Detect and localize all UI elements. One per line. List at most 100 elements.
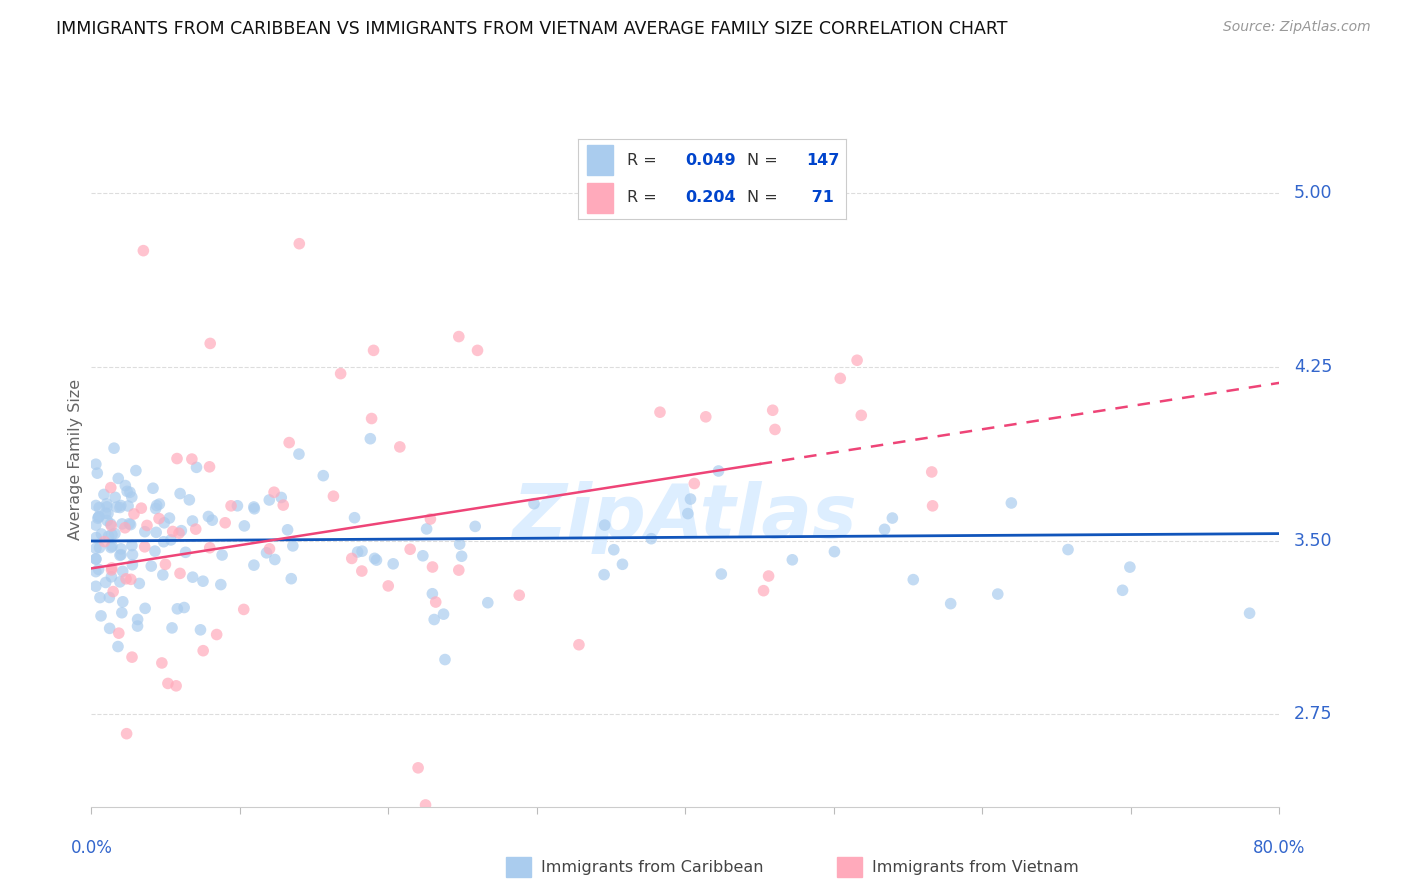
Point [155,558,177,572]
Point [226,499,249,513]
Point [648,405,671,419]
Text: Immigrants from Caribbean: Immigrants from Caribbean [541,860,763,874]
Point [148,511,170,525]
Text: 147: 147 [806,153,839,168]
Text: 5.00: 5.00 [1294,184,1333,202]
Point [100,541,122,555]
Point [142,481,165,495]
Point [89,541,111,555]
Point [1057,542,1080,557]
Point [143,544,166,558]
Point [120,572,142,586]
Point [127,619,149,633]
Text: N =: N = [747,153,783,168]
Point [523,497,546,511]
Point [422,560,444,574]
Point [425,595,447,609]
Point [277,523,299,537]
Point [263,552,285,566]
Text: 4.25: 4.25 [1294,358,1331,376]
Point [141,559,163,574]
Point [205,627,228,641]
Point [758,569,780,583]
Point [115,484,138,499]
Point [762,403,785,417]
Point [707,464,730,478]
Point [200,336,222,351]
Point [449,537,471,551]
Point [114,478,136,492]
Point [921,465,943,479]
Point [103,441,125,455]
Point [467,343,489,358]
Point [115,727,138,741]
Point [122,507,145,521]
Point [160,533,183,547]
Point [166,451,188,466]
Point [169,486,191,500]
Point [111,564,134,578]
Point [232,602,254,616]
Point [191,574,214,589]
Point [125,464,148,478]
Bar [586,145,613,176]
Point [132,244,155,258]
Point [752,583,775,598]
Point [108,548,131,562]
Point [233,519,256,533]
Point [1119,560,1142,574]
Point [162,524,184,539]
Point [94,506,117,520]
Point [312,468,335,483]
Point [170,524,193,538]
Point [340,551,363,566]
Point [150,656,173,670]
Point [127,612,149,626]
Point [281,539,304,553]
Point [96,497,118,511]
Point [134,601,156,615]
Point [90,527,112,541]
Point [107,640,129,654]
Text: 80.0%: 80.0% [1253,838,1306,856]
Point [84,579,107,593]
Point [190,623,212,637]
Point [114,521,136,535]
Point [104,491,127,505]
Point [270,491,292,505]
Point [710,567,733,582]
Point [360,411,382,425]
Point [93,487,115,501]
Point [593,518,616,533]
Point [152,534,174,549]
Point [145,501,167,516]
Point [882,511,904,525]
Point [101,539,124,553]
Text: R =: R = [627,190,661,205]
Point [166,602,188,616]
Point [193,643,215,657]
Point [90,608,112,623]
Point [464,519,486,533]
Point [201,513,224,527]
Point [447,329,470,343]
Point [94,575,117,590]
Point [350,544,373,558]
Point [343,510,366,524]
Point [450,549,472,564]
Point [96,500,118,514]
Point [93,534,115,549]
Point [128,576,150,591]
Point [181,514,204,528]
Text: N =: N = [747,190,783,205]
Point [256,546,278,560]
Point [399,542,422,557]
Point [363,343,385,358]
Point [121,558,143,572]
Point [763,422,786,436]
Point [422,587,444,601]
Point [121,490,143,504]
Text: 3.50: 3.50 [1294,532,1333,549]
Point [145,525,167,540]
Point [100,481,122,495]
